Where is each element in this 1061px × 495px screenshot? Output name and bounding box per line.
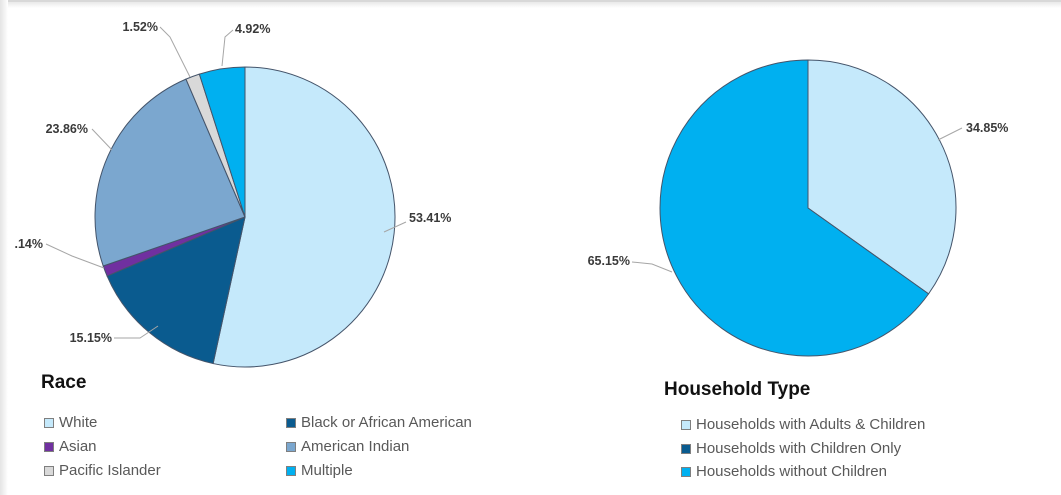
household-legend-swatch <box>681 443 691 454</box>
race-chart-title: Race <box>41 372 87 393</box>
household-leader-line-households-with-adults-and-children <box>937 127 963 141</box>
race-leader-line-pacific-islander <box>159 26 191 78</box>
household-legend-item-households-with-adults-and-children: Households with Adults & Children <box>681 416 925 433</box>
household-legend-label: Households with Children Only <box>696 440 902 457</box>
household-leader-line-households-without-children <box>631 261 673 273</box>
race-legend-item-multiple: Multiple <box>286 462 353 479</box>
household-slice-households-without-children <box>659 59 930 357</box>
race-slice-multiple <box>198 66 246 218</box>
race-legend-label: Asian <box>59 438 97 455</box>
window-top-edge <box>0 0 1061 8</box>
race-legend-label: American Indian <box>301 438 410 455</box>
household-slice-households-with-adults-and-children <box>807 59 957 295</box>
race-legend-item-asian: Asian <box>44 438 97 455</box>
race-data-label-multiple: 4.92% <box>235 22 270 36</box>
household-data-label-households-with-adults-and-children: 34.85% <box>966 121 1008 135</box>
race-leader-line-asian <box>45 243 105 269</box>
race-leader-line-white <box>383 221 407 233</box>
race-legend-label: Multiple <box>301 462 353 479</box>
race-legend-swatch <box>44 441 54 452</box>
race-leader-line-american-indian <box>91 128 113 151</box>
window-left-edge <box>0 0 8 495</box>
race-slice-black-or-african-american <box>106 216 246 365</box>
household-legend-label: Households with Adults & Children <box>696 416 926 433</box>
household-legend-swatch <box>681 466 691 477</box>
race-legend-swatch <box>286 417 296 428</box>
race-legend-swatch <box>44 417 54 428</box>
race-slice-white <box>212 66 396 368</box>
race-legend-swatch <box>44 465 54 476</box>
race-legend-item-white: White <box>44 414 97 431</box>
household-data-label-households-without-children: 65.15% <box>588 254 630 268</box>
household-legend-label: Households without Children <box>696 463 887 480</box>
race-data-label-american-indian: 23.86% <box>46 122 88 136</box>
household-legend-swatch <box>681 419 691 430</box>
race-legend-label: Black or African American <box>301 414 472 431</box>
race-legend-label: Pacific Islander <box>59 462 161 479</box>
race-legend-swatch <box>286 465 296 476</box>
household-legend-item-households-with-children-only: Households with Children Only <box>681 440 901 457</box>
race-legend-label: White <box>59 414 98 431</box>
race-legend-item-american-indian: American Indian <box>286 438 409 455</box>
household-legend-item-households-without-children: Households without Children <box>681 463 887 480</box>
race-legend-item-pacific-islander: Pacific Islander <box>44 462 161 479</box>
household-chart-title: Household Type <box>664 379 811 400</box>
race-data-label-white: 53.41% <box>409 211 451 225</box>
race-data-label-asian: .14% <box>15 237 44 251</box>
race-data-label-pacific-islander: 1.52% <box>123 20 158 34</box>
race-leader-line-black-or-african-american <box>114 325 159 339</box>
race-leader-line-multiple <box>221 29 234 67</box>
race-data-label-black-or-african-american: 15.15% <box>70 331 112 345</box>
race-legend-swatch <box>286 441 296 452</box>
race-slice-american-indian <box>94 78 246 267</box>
race-legend-item-black-or-african-american: Black or African American <box>286 414 472 431</box>
